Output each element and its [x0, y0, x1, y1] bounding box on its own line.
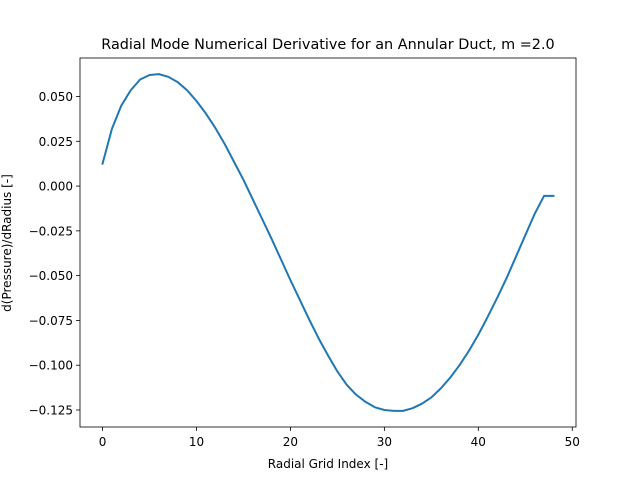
y-tick-label: 0.000	[39, 180, 73, 194]
y-tick-label: −0.075	[29, 314, 73, 328]
x-tick-label: 0	[99, 435, 107, 449]
x-axis-label: Radial Grid Index [-]	[268, 457, 388, 471]
y-tick-label: −0.050	[29, 269, 73, 283]
series-line-0	[101, 73, 555, 412]
y-tick-label: 0.025	[39, 135, 73, 149]
y-tick-label: −0.125	[29, 403, 73, 417]
x-tick-label: 50	[565, 435, 580, 449]
plot-frame	[79, 57, 577, 428]
y-tick-label: −0.025	[29, 224, 73, 238]
y-tick-label: −0.100	[29, 359, 73, 373]
x-tick-label: 30	[377, 435, 392, 449]
y-axis-label: d(Pressure)/dRadius [-]	[0, 174, 14, 312]
x-tick-label: 40	[471, 435, 486, 449]
chart-title: Radial Mode Numerical Derivative for an …	[101, 37, 554, 53]
y-tick-label: 0.050	[39, 90, 73, 104]
x-tick-label: 20	[283, 435, 298, 449]
x-tick-label: 10	[189, 435, 204, 449]
